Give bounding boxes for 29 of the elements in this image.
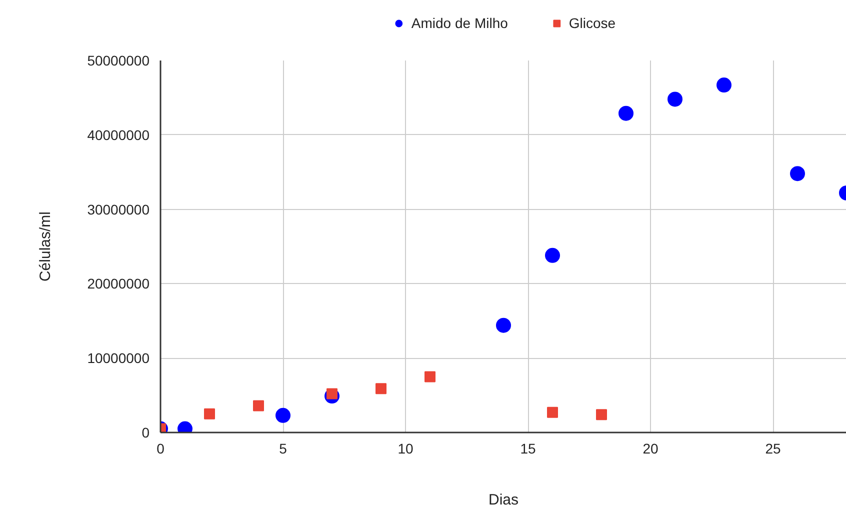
- x-tick-label: 5: [279, 440, 288, 456]
- point: [253, 400, 264, 412]
- point: [424, 371, 436, 382]
- y-tick-label: 0: [142, 424, 150, 440]
- point: [618, 106, 634, 121]
- point: [547, 406, 558, 418]
- point: [596, 409, 607, 420]
- y-tick-label: 40000000: [87, 126, 150, 143]
- x-tick-label: 0: [156, 440, 165, 456]
- x-tick-label: 15: [520, 440, 536, 456]
- y-tick-label: 10000000: [87, 350, 150, 366]
- point: [668, 92, 682, 107]
- point: [276, 408, 290, 423]
- y-tick-label: 50000000: [87, 52, 150, 68]
- y-tick-label: 20000000: [87, 276, 150, 292]
- y-axis-title: Células/ml: [37, 211, 54, 282]
- point: [204, 408, 215, 420]
- point: [376, 383, 386, 394]
- legend-label: Glicose: [568, 14, 616, 30]
- point: [496, 318, 511, 333]
- x-tick-label: 20: [642, 440, 658, 456]
- x-tick-label: 10: [398, 440, 414, 456]
- x-axis-title: Dias: [488, 492, 519, 508]
- point: [545, 248, 560, 263]
- x-tick-label: 25: [765, 440, 781, 456]
- point: [790, 166, 805, 182]
- legend-label: Amido de Milho: [411, 14, 508, 30]
- point: [716, 78, 732, 93]
- y-tick-label: 30000000: [87, 201, 150, 218]
